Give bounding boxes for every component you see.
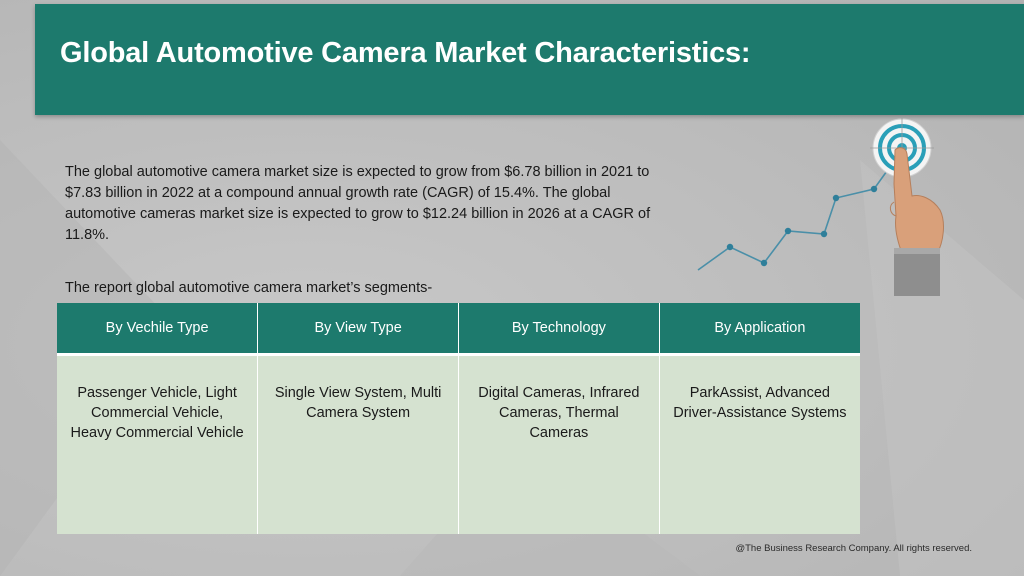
page-title: Global Automotive Camera Market Characte…	[60, 37, 751, 69]
table-cell: Single View System, Multi Camera System	[257, 354, 459, 534]
growth-illustration	[697, 118, 944, 296]
copyright-footer: @The Business Research Company. All righ…	[735, 543, 972, 554]
segments-table: By Vechile Type By View Type By Technolo…	[57, 303, 860, 534]
table-cell: Digital Cameras, Infrared Cameras, Therm…	[458, 354, 660, 534]
title-banner: Global Automotive Camera Market Characte…	[35, 4, 1024, 115]
table-header-row: By Vechile Type By View Type By Technolo…	[57, 303, 860, 356]
table-cell: ParkAssist, Advanced Driver-Assistance S…	[659, 354, 860, 534]
table-row: Passenger Vehicle, Light Commercial Vehi…	[57, 354, 860, 534]
intro-paragraph: The global automotive camera market size…	[65, 164, 651, 243]
segments-heading: The report global automotive camera mark…	[65, 280, 433, 296]
column-header: By View Type	[257, 303, 459, 356]
column-header: By Application	[659, 303, 860, 356]
column-header: By Vechile Type	[57, 303, 259, 356]
growth-line-chart-icon	[697, 149, 903, 271]
column-header: By Technology	[458, 303, 660, 356]
table-cell: Passenger Vehicle, Light Commercial Vehi…	[57, 354, 259, 534]
pointing-hand-icon	[889, 147, 944, 296]
